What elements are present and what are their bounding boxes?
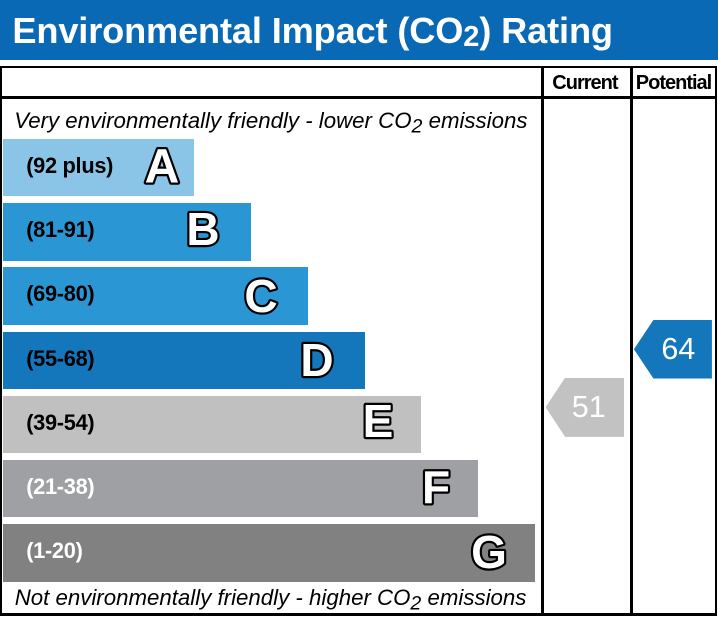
svg-text:E: E xyxy=(363,394,394,446)
svg-text:F: F xyxy=(422,461,450,513)
svg-text:A: A xyxy=(145,140,180,193)
svg-text:G: G xyxy=(471,526,507,578)
svg-text:B: B xyxy=(187,203,220,255)
svg-text:C: C xyxy=(245,269,278,321)
svg-text:D: D xyxy=(300,333,333,385)
